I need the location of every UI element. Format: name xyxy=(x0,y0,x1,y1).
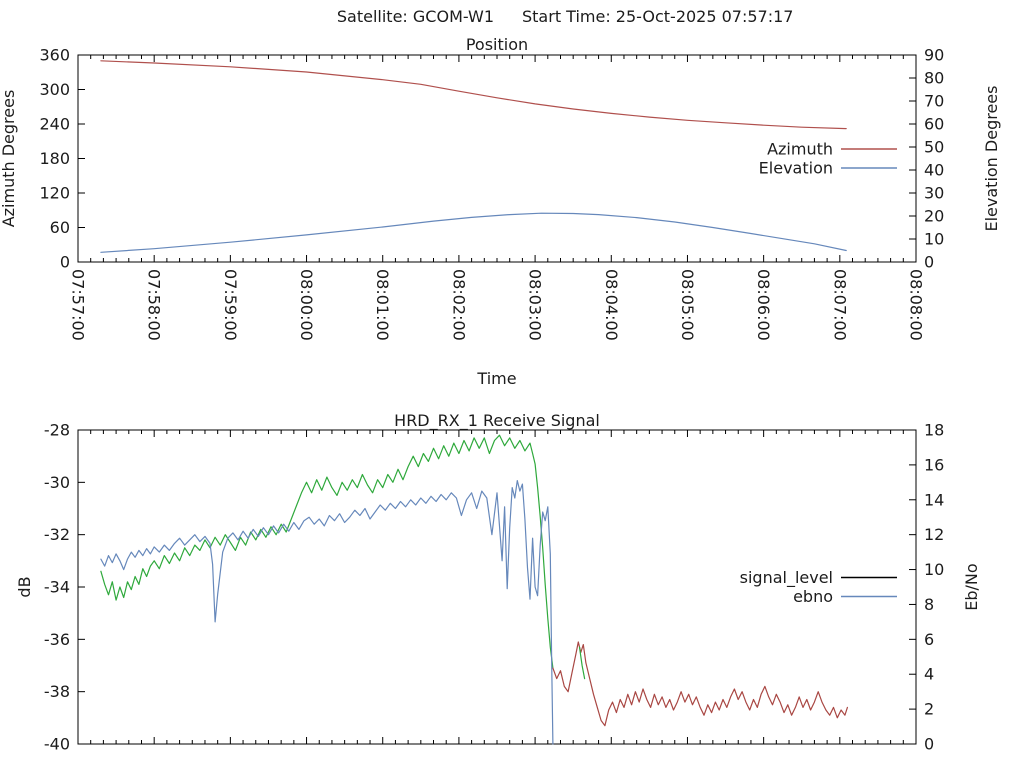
y-right-tick-label: 18 xyxy=(924,421,944,440)
x-tick-label: 08:07:00 xyxy=(830,269,849,341)
y-right-tick-label: 14 xyxy=(924,490,944,509)
y-right-tick-label: 60 xyxy=(924,115,944,134)
y-right-tick-label: 80 xyxy=(924,69,944,88)
y-right-tick-label: 70 xyxy=(924,92,944,111)
y-left-tick-label: 120 xyxy=(39,184,70,203)
series-azimuth xyxy=(100,60,847,130)
y-left-tick-label: 300 xyxy=(39,80,70,99)
y-left-tick-label: -32 xyxy=(44,525,70,544)
y-left-tick-label: 180 xyxy=(39,149,70,168)
y-right-tick-label: 0 xyxy=(924,735,934,754)
plot-border xyxy=(77,429,917,745)
y-right-tick-label: 30 xyxy=(924,184,944,203)
y-right-tick-label: 10 xyxy=(924,560,944,579)
y-right-axis-label: Eb/No xyxy=(962,563,981,610)
x-tick-label: 08:05:00 xyxy=(678,269,697,341)
legend-label-Elevation: Elevation xyxy=(759,159,833,178)
y-right-tick-label: 10 xyxy=(924,230,944,249)
y-left-tick-label: 240 xyxy=(39,115,70,134)
y-left-tick-label: 60 xyxy=(50,218,70,237)
legend-label-signal_level: signal_level xyxy=(740,568,833,588)
y-left-tick-label: -38 xyxy=(44,682,70,701)
series-signal_level_lock_blip xyxy=(578,646,586,680)
x-tick-label: 07:57:00 xyxy=(69,269,88,341)
y-right-tick-label: 12 xyxy=(924,525,944,544)
x-tick-label: 08:06:00 xyxy=(754,269,773,341)
series-signal_level_locked xyxy=(100,434,554,669)
receive-signal-chart: -40 -38 -36 -34 -32 -30 -28 0 2 4 6 8 10 12 14 16 18 HRD_… xyxy=(15,411,981,754)
y-left-axis-label: Azimuth Degrees xyxy=(0,90,18,228)
legend-label-Azimuth: Azimuth xyxy=(767,140,833,159)
y-right-tick-label: 4 xyxy=(924,665,934,684)
y-right-tick-label: 6 xyxy=(924,630,934,649)
y-right-tick-label: 40 xyxy=(924,161,944,180)
y-right-tick-label: 8 xyxy=(924,595,934,614)
chart-title: Position xyxy=(466,35,528,54)
y-right-tick-label: 20 xyxy=(924,207,944,226)
y-left-tick-label: -36 xyxy=(44,630,70,649)
y-right-tick-label: 2 xyxy=(924,700,934,719)
x-tick-label: 08:01:00 xyxy=(373,269,392,341)
x-tick-label: 07:59:00 xyxy=(221,269,240,341)
y-left-tick-label: -28 xyxy=(44,421,70,440)
x-tick-label: 08:04:00 xyxy=(602,269,621,341)
y-left-tick-label: 0 xyxy=(60,253,70,272)
x-tick-label: 08:02:00 xyxy=(449,269,468,341)
y-left-tick-label: -30 xyxy=(44,473,70,492)
legend-label-ebno: ebno xyxy=(793,587,833,606)
y-right-tick-label: 50 xyxy=(924,138,944,157)
chart-title: HRD_RX_1 Receive Signal xyxy=(394,411,600,431)
y-left-tick-label: -40 xyxy=(44,735,70,754)
x-tick-label: 08:03:00 xyxy=(526,269,545,341)
x-tick-label: 08:08:00 xyxy=(907,269,926,341)
y-right-tick-label: 16 xyxy=(924,455,944,474)
main-title-start-time: Start Time: 25-Oct-2025 07:57:17 xyxy=(522,7,793,26)
x-tick-label: 08:00:00 xyxy=(297,269,316,341)
x-tick-label: 07:58:00 xyxy=(145,269,164,341)
y-right-axis-label: Elevation Degrees xyxy=(982,86,1001,232)
y-left-tick-label: 360 xyxy=(39,46,70,65)
series-ebno xyxy=(100,480,554,745)
y-left-axis-label: dB xyxy=(15,576,34,597)
series-elevation xyxy=(100,212,847,253)
x-axis-label: Time xyxy=(476,369,516,388)
y-right-tick-label: 0 xyxy=(924,253,934,272)
position-chart: 07:57:00 07:58:00 07:59:00 08:00:00 08:01:00… xyxy=(0,35,1001,388)
main-title-satellite: Satellite: GCOM-W1 xyxy=(337,7,494,26)
series-signal_level_unlocked xyxy=(552,641,849,727)
y-left-tick-label: -34 xyxy=(44,578,70,597)
y-right-tick-label: 90 xyxy=(924,46,944,65)
